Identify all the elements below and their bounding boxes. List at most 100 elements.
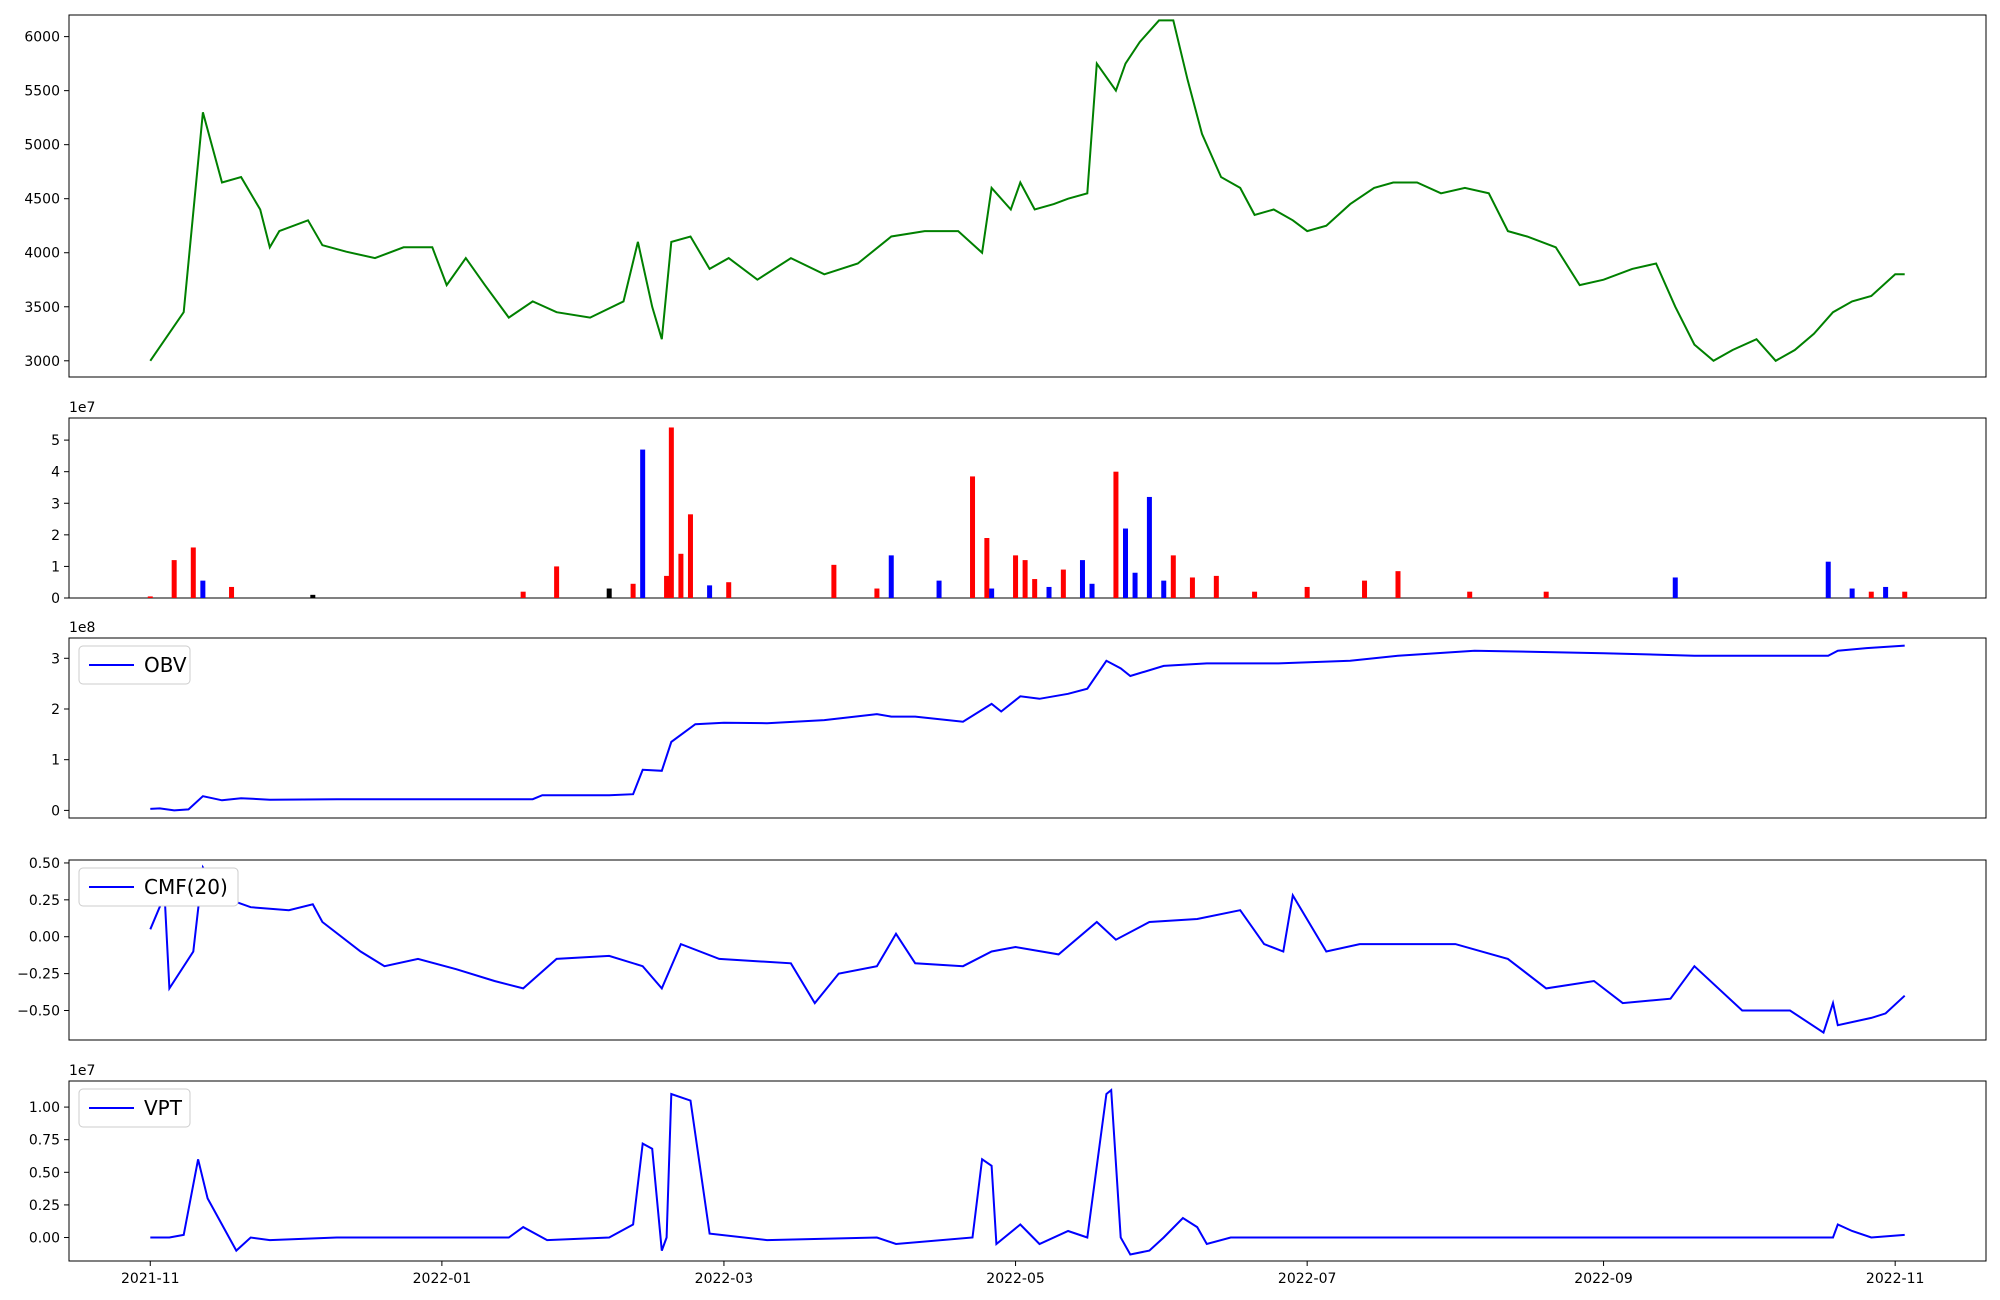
x-tick-label: 2022-09 [1574, 1271, 1633, 1287]
volume-bar [888, 555, 894, 598]
y-tick-label: 0.50 [29, 856, 60, 872]
x-axis: 2021-11 2022-01 2022-03 2022-05 2022-07 2022-… [121, 1261, 1924, 1287]
legend-label: VPT [144, 1096, 183, 1120]
volume-bar [1189, 577, 1195, 598]
legend: OBV [78, 645, 191, 685]
y-tick-label: 5500 [24, 84, 60, 100]
panel-1: 3000 3500 4000 4500 5000 5500 6000 [24, 14, 1987, 378]
volume-bar [1113, 471, 1119, 598]
volume-bar [1060, 569, 1066, 598]
volume-bar [1883, 586, 1889, 598]
volume-bar [1032, 579, 1038, 598]
y-tick-label: 5000 [24, 138, 60, 154]
y-tick-label: 4000 [24, 246, 60, 262]
volume-bar [1132, 572, 1138, 598]
legend-box [78, 867, 239, 907]
volume-bar [190, 547, 196, 598]
volume-bar [640, 449, 646, 598]
y-offset-label: 1e7 [69, 1063, 95, 1079]
volume-bar [1362, 580, 1368, 598]
y-tick-label: 0 [51, 591, 60, 607]
volume-bar [1902, 591, 1908, 598]
volume-bar [668, 427, 674, 598]
panel-2: 0 1 2 3 4 5 1e7 [51, 400, 1987, 607]
legend-box [78, 645, 191, 685]
x-tick-label: 2022-11 [1866, 1271, 1925, 1287]
panel-4: −0.50 −0.25 0.00 0.25 0.50 CMF(20) [17, 856, 1987, 1041]
x-tick-label: 2022-07 [1278, 1271, 1337, 1287]
volume-bar [1467, 591, 1473, 598]
volume-bar [984, 538, 990, 598]
volume-bar [1304, 586, 1310, 598]
volume-bar [1543, 591, 1549, 598]
y-tick-label: 3 [51, 496, 60, 512]
volume-bar [200, 580, 206, 598]
volume-bar [310, 594, 316, 598]
volume-bar [147, 596, 153, 598]
volume-bar [520, 591, 526, 598]
volume-bar [687, 514, 693, 598]
cmf-20--line [149, 864, 1906, 1035]
x-tick-label: 2022-05 [986, 1271, 1045, 1287]
x-tick-label: 2021-11 [121, 1271, 180, 1287]
legend: CMF(20) [78, 867, 239, 907]
y-tick-label: 3 [51, 651, 60, 667]
volume-bar [1146, 496, 1152, 598]
vpt-line [150, 1088, 1905, 1256]
volume-bar [554, 566, 560, 598]
y-offset-label: 1e7 [69, 400, 95, 416]
volume-bar [1672, 577, 1678, 598]
y-tick-label: 0.25 [29, 893, 60, 909]
y-tick-label: −0.50 [17, 1003, 60, 1019]
panel-5: 0.00 0.25 0.50 0.75 1.00 1e7 VPT [29, 1063, 1987, 1262]
plot-frame [68, 637, 1987, 819]
volume-bar [831, 564, 837, 598]
legend: VPT [78, 1088, 191, 1128]
plot-frame [68, 1080, 1987, 1262]
y-tick-label: 4500 [24, 192, 60, 208]
x-tick-label: 2022-03 [695, 1271, 754, 1287]
volume-bar [1079, 560, 1085, 598]
panel-3: 0 1 2 3 1e8 OBV [51, 620, 1987, 819]
volume-bar [171, 560, 177, 598]
x-tick-label: 2022-01 [413, 1271, 472, 1287]
y-tick-label: 6000 [24, 30, 60, 46]
volume-bar [664, 575, 670, 598]
volume-bar [1022, 560, 1028, 598]
volume-bar [1825, 561, 1831, 598]
legend-box [78, 1088, 191, 1128]
volume-bar [936, 580, 942, 598]
volume-bar [1123, 528, 1129, 598]
volume-bar [606, 588, 612, 598]
volume-bar [989, 588, 995, 598]
y-tick-label: 0.25 [29, 1198, 60, 1214]
y-offset-label: 1e8 [69, 620, 95, 636]
volume-bar [1868, 591, 1874, 598]
y-tick-label: 1 [51, 559, 60, 575]
y-tick-label: 3000 [24, 354, 60, 370]
volume-bar [1161, 580, 1167, 598]
volume-bar [1046, 586, 1052, 598]
y-tick-label: 0.00 [29, 1231, 60, 1247]
volume-bar [1395, 571, 1401, 598]
legend-label: OBV [144, 653, 187, 677]
volume-bar [229, 586, 235, 598]
volume-bar [726, 582, 732, 598]
y-tick-label: 0.00 [29, 930, 60, 946]
volume-bar [874, 588, 880, 598]
volume-bar [707, 585, 713, 598]
volume-bar [1089, 583, 1095, 598]
price-line [149, 19, 1905, 363]
y-tick-label: 0 [51, 803, 60, 819]
volume-bar [1170, 555, 1176, 598]
volume-bar [1013, 555, 1019, 598]
obv-line [150, 644, 1905, 812]
y-tick-label: 0.50 [29, 1165, 60, 1181]
volume-bar [1849, 588, 1855, 598]
y-tick-label: −0.25 [17, 967, 60, 983]
panels: 3000 3500 4000 4500 5000 5500 6000 0 1 2 3 4 5 1e7 0 1 2… [17, 14, 1987, 1287]
y-tick-label: 0.75 [29, 1133, 60, 1149]
volume-bar [678, 553, 684, 598]
y-tick-label: 2 [51, 528, 60, 544]
